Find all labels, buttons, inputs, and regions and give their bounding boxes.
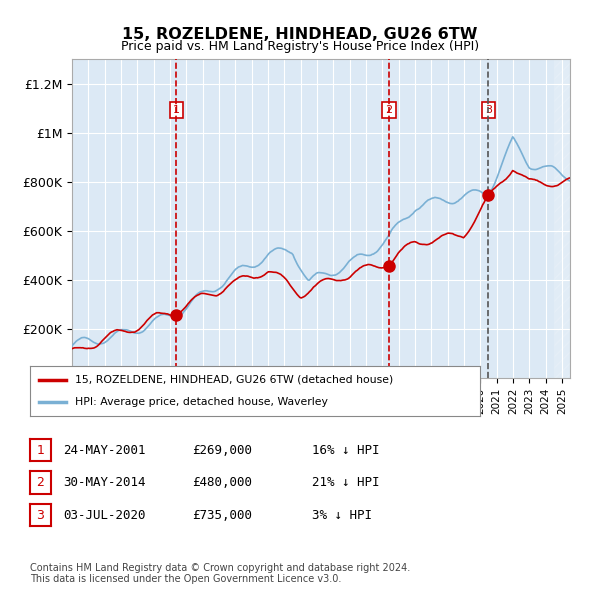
Text: 3% ↓ HPI: 3% ↓ HPI (312, 509, 372, 522)
Text: 30-MAY-2014: 30-MAY-2014 (63, 476, 146, 489)
Text: This data is licensed under the Open Government Licence v3.0.: This data is licensed under the Open Gov… (30, 574, 341, 584)
Text: 15, ROZELDENE, HINDHEAD, GU26 6TW (detached house): 15, ROZELDENE, HINDHEAD, GU26 6TW (detac… (75, 375, 393, 385)
Text: 1: 1 (37, 444, 44, 457)
Text: 1: 1 (173, 105, 180, 115)
Bar (554, 59, 570, 378)
Text: 24-MAY-2001: 24-MAY-2001 (63, 444, 146, 457)
Text: 2: 2 (37, 476, 44, 489)
Text: 3: 3 (37, 509, 44, 522)
Text: £269,000: £269,000 (192, 444, 252, 457)
Text: £480,000: £480,000 (192, 476, 252, 489)
Text: £735,000: £735,000 (192, 509, 252, 522)
Text: 03-JUL-2020: 03-JUL-2020 (63, 509, 146, 522)
Text: 15, ROZELDENE, HINDHEAD, GU26 6TW: 15, ROZELDENE, HINDHEAD, GU26 6TW (122, 27, 478, 41)
Text: HPI: Average price, detached house, Waverley: HPI: Average price, detached house, Wave… (75, 397, 328, 407)
Text: Price paid vs. HM Land Registry's House Price Index (HPI): Price paid vs. HM Land Registry's House … (121, 40, 479, 53)
Text: Contains HM Land Registry data © Crown copyright and database right 2024.: Contains HM Land Registry data © Crown c… (30, 563, 410, 573)
Text: 21% ↓ HPI: 21% ↓ HPI (312, 476, 380, 489)
Text: 2: 2 (385, 105, 392, 115)
Text: 3: 3 (485, 105, 492, 115)
Text: 16% ↓ HPI: 16% ↓ HPI (312, 444, 380, 457)
